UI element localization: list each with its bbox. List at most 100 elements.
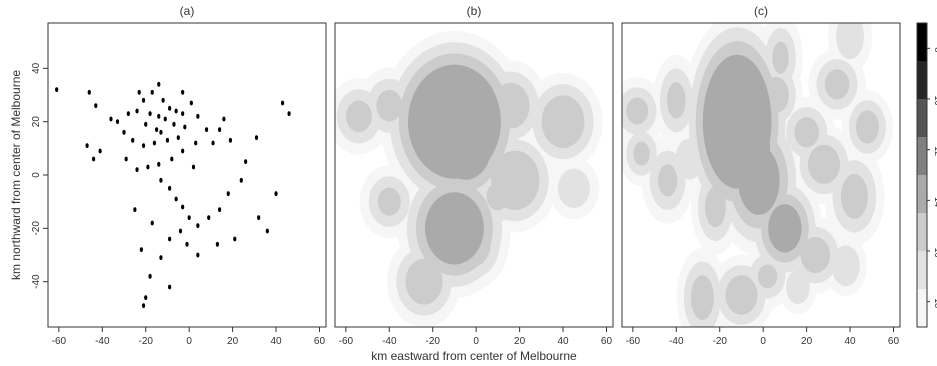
x-tick-label: -60 [339,336,354,347]
point-14 [172,121,176,127]
point-3 [161,97,165,103]
contour-blob-1-22 [675,138,704,180]
point-54 [217,207,222,213]
contour-blob-1-20 [786,269,810,305]
point-76 [150,220,154,226]
contour-blob-2-6 [690,275,714,321]
point-2 [141,97,146,103]
panel-b-frame [334,22,614,328]
point-41 [55,87,59,93]
x-tick-label: -60 [52,336,67,347]
panel-b-contours [335,31,603,327]
point-55 [226,191,230,197]
colorbar-tick-label: -16 [933,244,937,257]
point-58 [159,255,163,261]
point-20 [131,137,135,143]
contour-blob-2-7 [800,236,831,274]
point-31 [222,116,226,122]
point-29 [211,140,215,146]
point-59 [148,273,152,279]
contour-blob-2-23 [794,117,819,148]
point-24 [137,89,141,95]
contour-blob-2-18 [704,186,726,228]
point-72 [196,252,200,258]
contour-blob-2-15 [657,164,678,197]
point-28 [204,127,209,133]
point-50 [181,204,185,210]
axes: -60 -40 -20 0 20 40 60 -60 -40 -20 0 20 40 60 -60 -40 -2… [31,62,899,347]
x-tick-label: 60 [601,336,613,347]
colorbar-segment-4 [917,175,927,213]
contour-blob-2-9 [840,173,868,219]
point-77 [139,247,143,253]
point-51 [187,215,191,221]
point-45 [124,156,128,162]
point-61 [144,295,148,301]
x-tick-label: -20 [713,336,728,347]
contour-band-3 [702,54,802,253]
contour-blob-2-9 [345,100,372,133]
point-33 [194,140,198,146]
x-tick-label: 20 [514,336,526,347]
x-tick-label: 20 [801,336,813,347]
y-tick-label: 40 [31,62,42,74]
point-73 [215,241,220,247]
point-1 [150,89,154,95]
point-68 [254,135,259,141]
contour-blob-2-10 [855,110,879,144]
point-39 [92,156,96,162]
x-tick-label: -40 [95,336,110,347]
point-53 [207,215,211,221]
point-5 [148,111,152,117]
contour-blob-2-8 [376,89,403,122]
contour-blob-3-1 [707,77,745,124]
y-tick-label: 20 [31,116,42,128]
point-26 [189,100,193,106]
point-32 [228,137,233,143]
point-49 [174,196,178,202]
colorbar-segment-3 [917,137,927,175]
colorbar-segment-6 [917,251,927,289]
contour-blob-1-10 [557,168,590,208]
colorbar-segment-2 [917,99,927,137]
point-15 [183,124,187,130]
x-tick-label: 40 [270,336,282,347]
x-tick-label: 60 [314,336,326,347]
x-tick-label: -40 [669,336,684,347]
colorbar-segment-7 [917,289,927,327]
point-42 [87,89,91,95]
x-tick-label: -60 [626,336,641,347]
x-tick-label: 40 [844,336,856,347]
contour-blob-2-7 [541,95,585,148]
point-47 [159,177,163,183]
point-30 [217,127,222,133]
x-axis-label: km eastward from center of Melbourne [371,349,577,363]
y-tick-label: 0 [31,172,42,178]
x-tick-label: -40 [382,336,397,347]
point-7 [163,116,167,122]
point-52 [196,223,200,229]
colorbar-tick-label: -10 [933,92,937,105]
point-0 [157,81,161,87]
point-6 [157,113,161,119]
point-17 [165,137,170,143]
point-13 [181,111,185,117]
point-48 [168,185,172,191]
contour-blob-2-14 [633,141,650,166]
contour-blob-3-3 [737,145,780,215]
point-64 [265,228,269,234]
colorbar-segment-1 [917,61,927,99]
y-tick-label: -40 [31,274,42,289]
point-74 [233,236,237,242]
contour-blob-2-5 [725,275,758,315]
x-tick-label: -20 [139,336,154,347]
contour-blob-3-1 [439,116,491,180]
colorbar-segment-5 [917,213,927,251]
point-44 [109,116,113,122]
panel-a-points [55,81,291,309]
colorbar-tick-label: -18 [933,295,937,308]
panel-title-b: (b) [467,4,482,18]
point-9 [154,127,159,133]
x-tick-label: 0 [473,336,479,347]
